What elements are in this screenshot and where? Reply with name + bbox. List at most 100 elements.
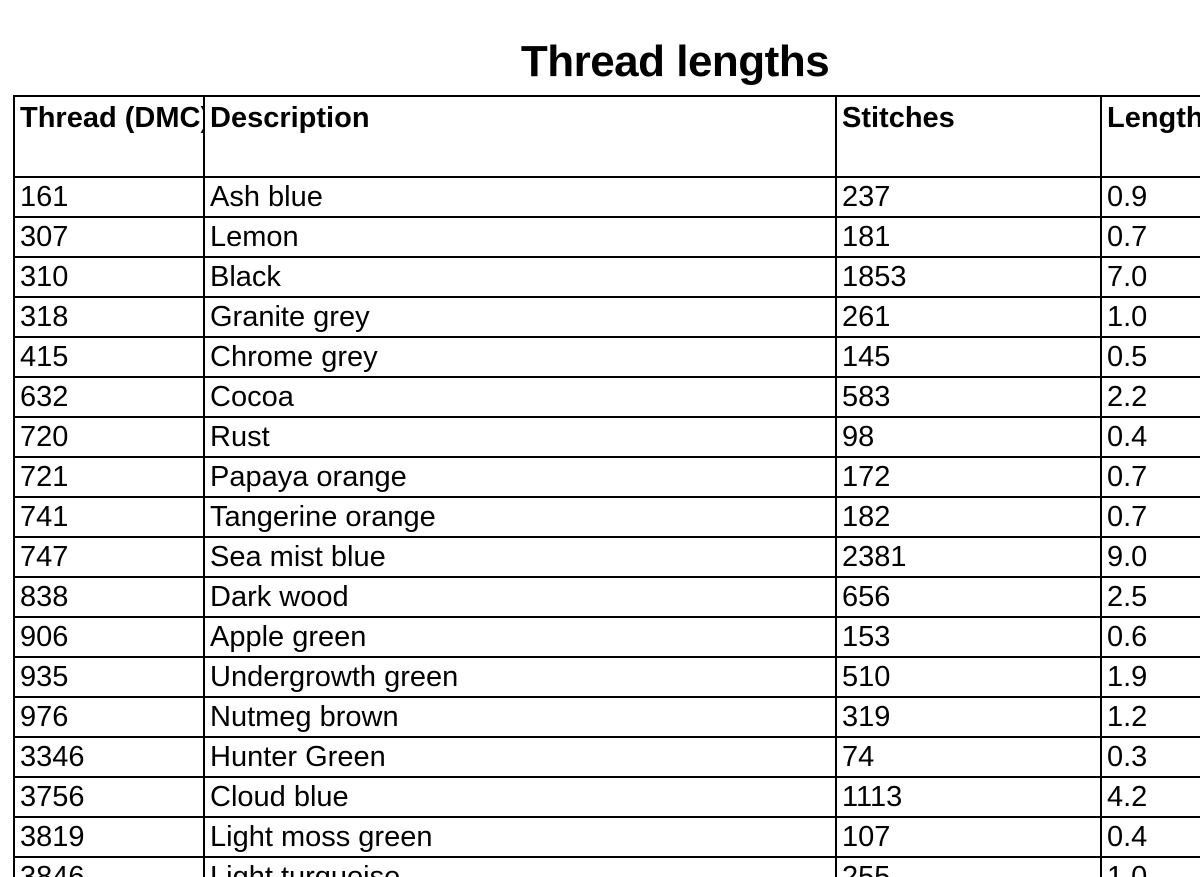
cell-length: 4.2 [1100,776,1200,818]
cell-length: 0.9 [1100,176,1200,218]
cell-description: Papaya orange [203,456,837,498]
cell-length: 2.2 [1100,376,1200,418]
cell-description: Black [203,256,837,298]
page-title: Thread lengths [520,37,830,86]
cell-stitches: 74 [835,736,1102,778]
table-row: 935 Undergrowth green 510 1.9 [13,656,1200,698]
cell-description: Dark wood [203,576,837,618]
cell-thread: 3819 [13,816,205,858]
cell-thread: 3846 [13,856,205,877]
table-row: 3346 Hunter Green 74 0.3 [13,736,1200,778]
table-row: 415 Chrome grey 145 0.5 [13,336,1200,378]
cell-thread: 307 [13,216,205,258]
table-row: 307 Lemon 181 0.7 [13,216,1200,258]
cell-description: Nutmeg brown [203,696,837,738]
cell-thread: 318 [13,296,205,338]
cell-length: 0.7 [1100,456,1200,498]
table-row: 721 Papaya orange 172 0.7 [13,456,1200,498]
cell-thread: 741 [13,496,205,538]
cell-description: Cocoa [203,376,837,418]
cell-stitches: 583 [835,376,1102,418]
cell-length: 1.0 [1100,296,1200,338]
cell-thread: 935 [13,656,205,698]
cell-thread: 415 [13,336,205,378]
cell-description: Light moss green [203,816,837,858]
cell-stitches: 1113 [835,776,1102,818]
cell-stitches: 181 [835,216,1102,258]
cell-thread: 3346 [13,736,205,778]
thread-lengths-table: Thread (DMC) Description Stitches Length… [13,95,1200,877]
cell-length: 1.2 [1100,696,1200,738]
cell-length: 7.0 [1100,256,1200,298]
cell-description: Hunter Green [203,736,837,778]
column-header-stitches: Stitches [835,95,1102,178]
table-row: 310 Black 1853 7.0 [13,256,1200,298]
cell-stitches: 172 [835,456,1102,498]
cell-length: 2.5 [1100,576,1200,618]
cell-description: Ash blue [203,176,837,218]
cell-stitches: 145 [835,336,1102,378]
table-row: 318 Granite grey 261 1.0 [13,296,1200,338]
cell-description: Cloud blue [203,776,837,818]
cell-thread: 747 [13,536,205,578]
column-header-thread-dmc: Thread (DMC) [13,95,205,178]
cell-length: 1.9 [1100,656,1200,698]
cell-description: Rust [203,416,837,458]
cell-length: 0.6 [1100,616,1200,658]
cell-thread: 906 [13,616,205,658]
table-row: 906 Apple green 153 0.6 [13,616,1200,658]
cell-length: 0.5 [1100,336,1200,378]
cell-stitches: 510 [835,656,1102,698]
cell-description: Lemon [203,216,837,258]
cell-stitches: 1853 [835,256,1102,298]
table-row: 976 Nutmeg brown 319 1.2 [13,696,1200,738]
cell-description: Undergrowth green [203,656,837,698]
cell-thread: 632 [13,376,205,418]
cell-stitches: 98 [835,416,1102,458]
table-row: 632 Cocoa 583 2.2 [13,376,1200,418]
table-row: 3756 Cloud blue 1113 4.2 [13,776,1200,818]
cell-stitches: 261 [835,296,1102,338]
cell-stitches: 656 [835,576,1102,618]
cell-thread: 161 [13,176,205,218]
table-row: 3819 Light moss green 107 0.4 [13,816,1200,858]
cell-description: Tangerine orange [203,496,837,538]
cell-stitches: 319 [835,696,1102,738]
cell-stitches: 107 [835,816,1102,858]
cell-stitches: 2381 [835,536,1102,578]
cell-thread: 310 [13,256,205,298]
table-row: 161 Ash blue 237 0.9 [13,176,1200,218]
cell-stitches: 237 [835,176,1102,218]
cell-thread: 720 [13,416,205,458]
cell-thread: 3756 [13,776,205,818]
cell-stitches: 182 [835,496,1102,538]
cell-stitches: 255 [835,856,1102,877]
cell-length: 0.7 [1100,216,1200,258]
table-body: 161 Ash blue 237 0.9 307 Lemon 181 0.7 310 Black 1… [13,176,1200,877]
cell-thread: 976 [13,696,205,738]
cell-length: 0.4 [1100,416,1200,458]
cell-length: 0.7 [1100,496,1200,538]
cell-description: Light turquoise [203,856,837,877]
cell-thread: 838 [13,576,205,618]
table-row: 747 Sea mist blue 2381 9.0 [13,536,1200,578]
cell-length: 0.3 [1100,736,1200,778]
cell-description: Granite grey [203,296,837,338]
column-header-length: Length (m) [1100,95,1200,178]
cell-stitches: 153 [835,616,1102,658]
cell-description: Chrome grey [203,336,837,378]
header-row: Thread (DMC) Description Stitches Length… [13,95,1200,178]
table-row: 741 Tangerine orange 182 0.7 [13,496,1200,538]
column-header-description: Description [203,95,837,178]
table-row: 838 Dark wood 656 2.5 [13,576,1200,618]
cell-length: 9.0 [1100,536,1200,578]
table-row: 3846 Light turquoise 255 1.0 [13,856,1200,877]
cell-length: 0.4 [1100,816,1200,858]
cell-description: Sea mist blue [203,536,837,578]
table-row: 720 Rust 98 0.4 [13,416,1200,458]
cell-thread: 721 [13,456,205,498]
cell-description: Apple green [203,616,837,658]
table-header: Thread (DMC) Description Stitches Length… [13,95,1200,178]
cell-length: 1.0 [1100,856,1200,877]
